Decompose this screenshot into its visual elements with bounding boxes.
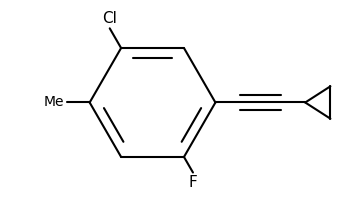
Text: F: F xyxy=(188,175,197,190)
Text: Cl: Cl xyxy=(102,11,117,26)
Text: Me: Me xyxy=(44,95,65,109)
